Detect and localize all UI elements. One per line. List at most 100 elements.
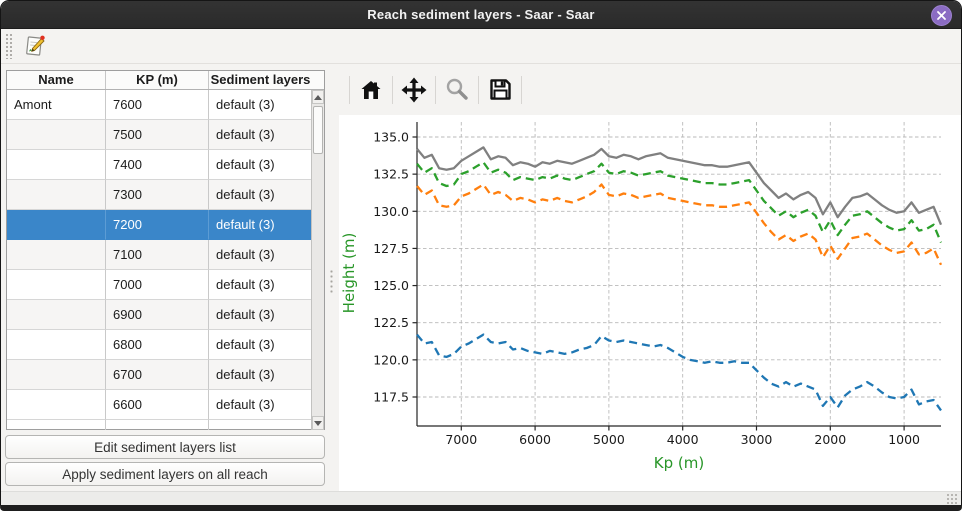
- svg-text:122.5: 122.5: [373, 315, 409, 330]
- cell-name: [7, 300, 106, 330]
- table-row[interactable]: 7100 default (3): [7, 240, 312, 270]
- table-row[interactable]: Amont 7600 default (3): [7, 90, 312, 120]
- table-header: Name KP (m) Sediment layers: [7, 71, 324, 90]
- edit-sediment-list-icon: [25, 35, 45, 56]
- table-row[interactable]: 6700 default (3): [7, 360, 312, 390]
- main-toolbar: [1, 29, 961, 64]
- cell-kp: 7400: [106, 150, 209, 180]
- svg-text:127.5: 127.5: [373, 241, 409, 256]
- plot-toolbar: [339, 64, 961, 115]
- gray-solid-line: [416, 146, 943, 226]
- scrollbar-thumb[interactable]: [313, 106, 323, 154]
- titlebar[interactable]: Reach sediment layers - Saar - Saar: [1, 1, 961, 29]
- cell-name: [7, 180, 106, 210]
- table-row[interactable]: 6600 default (3): [7, 390, 312, 420]
- svg-text:117.5: 117.5: [373, 389, 409, 404]
- svg-text:4000: 4000: [667, 432, 699, 447]
- cell-kp: 7500: [106, 120, 209, 150]
- sediment-layers-table: Name KP (m) Sediment layers Amont 7600 d…: [6, 70, 325, 430]
- cell-layers: default (3): [209, 270, 312, 300]
- cell-layers: default (3): [209, 150, 312, 180]
- table-row[interactable]: 7300 default (3): [7, 180, 312, 210]
- cell-kp: 7000: [106, 270, 209, 300]
- table-body: Amont 7600 default (3) 7500 default (3) …: [7, 90, 312, 430]
- table-row[interactable]: 7000 default (3): [7, 270, 312, 300]
- table-row[interactable]: 7500 default (3): [7, 120, 312, 150]
- cell-name: [7, 210, 106, 240]
- orange-dashed-line: [416, 183, 943, 266]
- resize-grip[interactable]: [946, 493, 958, 505]
- cell-kp: 6800: [106, 330, 209, 360]
- toolbar-separator: [435, 75, 436, 104]
- cell-layers: default (3): [209, 180, 312, 210]
- cell-layers: default (3): [209, 120, 312, 150]
- cell-layers: default (3): [209, 240, 312, 270]
- toolbar-separator: [521, 75, 522, 104]
- svg-text:120.0: 120.0: [373, 352, 409, 367]
- cell-name: [7, 360, 106, 390]
- cell-name: [7, 390, 106, 420]
- edit-sediment-list-button[interactable]: [20, 32, 49, 61]
- magnifier-icon: [446, 78, 468, 100]
- cell-kp: 6700: [106, 360, 209, 390]
- cell-layers: default (3): [209, 300, 312, 330]
- column-header-name[interactable]: Name: [7, 71, 106, 89]
- x-icon: [937, 10, 946, 20]
- cell-layers: default (3): [209, 330, 312, 360]
- plot-save-button[interactable]: [483, 73, 517, 107]
- plot-canvas[interactable]: 7000 6000 5000 4000 3000 2000 1000 135.0 132.5 13…: [339, 115, 961, 491]
- table-row[interactable]: 6800 default (3): [7, 330, 312, 360]
- cell-name: [7, 120, 106, 150]
- svg-text:6000: 6000: [519, 432, 551, 447]
- triangle-up-icon: [314, 94, 322, 100]
- svg-text:2000: 2000: [814, 432, 846, 447]
- panel-splitter[interactable]: [325, 64, 339, 491]
- cell-layers: default (3): [209, 210, 312, 240]
- scroll-up-button[interactable]: [312, 90, 324, 104]
- column-header-kp[interactable]: KP (m): [106, 71, 209, 89]
- column-header-sediment-layers[interactable]: Sediment layers: [210, 72, 311, 87]
- edit-sediment-layers-list-button[interactable]: Edit sediment layers list: [5, 435, 325, 459]
- cell-kp: 6600: [106, 390, 209, 420]
- toolbar-separator: [349, 75, 350, 104]
- splitter-handle-icon: [330, 269, 333, 293]
- svg-text:5000: 5000: [593, 432, 625, 447]
- plot-zoom-button[interactable]: [440, 73, 474, 107]
- blue-dashed-line: [416, 333, 942, 412]
- height-profile-chart: 7000 6000 5000 4000 3000 2000 1000 135.0 132.5 13…: [340, 122, 943, 472]
- cell-kp: 6900: [106, 300, 209, 330]
- y-axis-label: Height (m): [340, 233, 358, 314]
- toolbar-drag-handle[interactable]: [5, 33, 14, 59]
- scroll-down-button[interactable]: [312, 416, 324, 430]
- cell-kp: 7600: [106, 90, 209, 120]
- cell-name: Amont: [7, 90, 106, 120]
- cell-kp: 7100: [106, 240, 209, 270]
- cell-layers: default (3): [209, 90, 312, 120]
- cell-name: [7, 270, 106, 300]
- table-row[interactable]: 6900 default (3): [7, 300, 312, 330]
- window-title: Reach sediment layers - Saar - Saar: [367, 7, 595, 22]
- move-arrows-icon: [401, 77, 427, 102]
- cell-kp: 7200: [106, 210, 209, 240]
- cell-name: [7, 330, 106, 360]
- svg-text:3000: 3000: [741, 432, 773, 447]
- green-dashed-line: [416, 161, 943, 243]
- triangle-down-icon: [314, 420, 322, 426]
- table-row[interactable]: 7400 default (3): [7, 150, 312, 180]
- apply-sediment-layers-button[interactable]: Apply sediment layers on all reach: [5, 462, 325, 486]
- plot-home-button[interactable]: [354, 73, 388, 107]
- table-row-selected[interactable]: 7200 default (3): [7, 210, 312, 240]
- svg-text:130.0: 130.0: [373, 204, 409, 219]
- toolbar-separator: [392, 75, 393, 104]
- home-icon: [361, 80, 381, 99]
- svg-text:1000: 1000: [888, 432, 920, 447]
- table-scrollbar[interactable]: [311, 90, 324, 430]
- svg-text:132.5: 132.5: [373, 167, 409, 182]
- svg-text:7000: 7000: [445, 432, 477, 447]
- svg-text:125.0: 125.0: [373, 278, 409, 293]
- close-button[interactable]: [931, 4, 952, 26]
- plot-pan-button[interactable]: [397, 73, 431, 107]
- svg-text:135.0: 135.0: [373, 130, 409, 145]
- table-row-clipped[interactable]: [7, 420, 312, 430]
